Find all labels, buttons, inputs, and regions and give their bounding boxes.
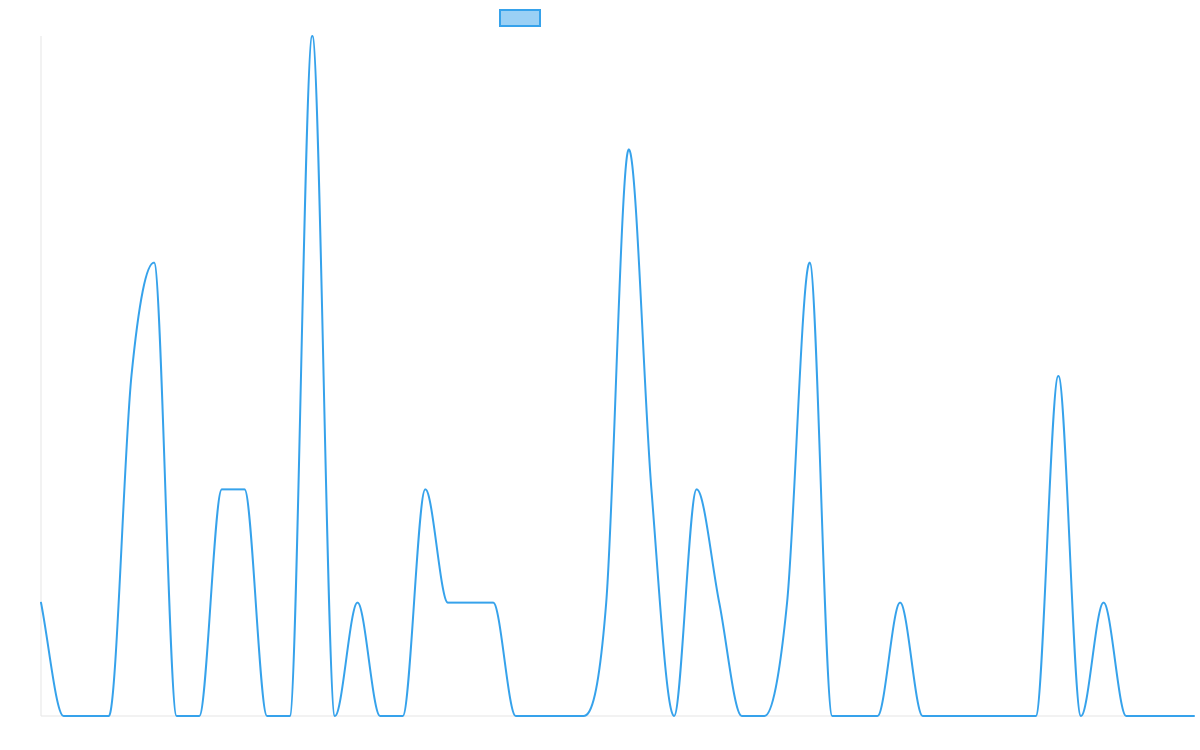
legend-swatch-0[interactable]: [499, 9, 541, 27]
series-line-0: [40, 35, 1195, 717]
legend[interactable]: [499, 9, 541, 27]
